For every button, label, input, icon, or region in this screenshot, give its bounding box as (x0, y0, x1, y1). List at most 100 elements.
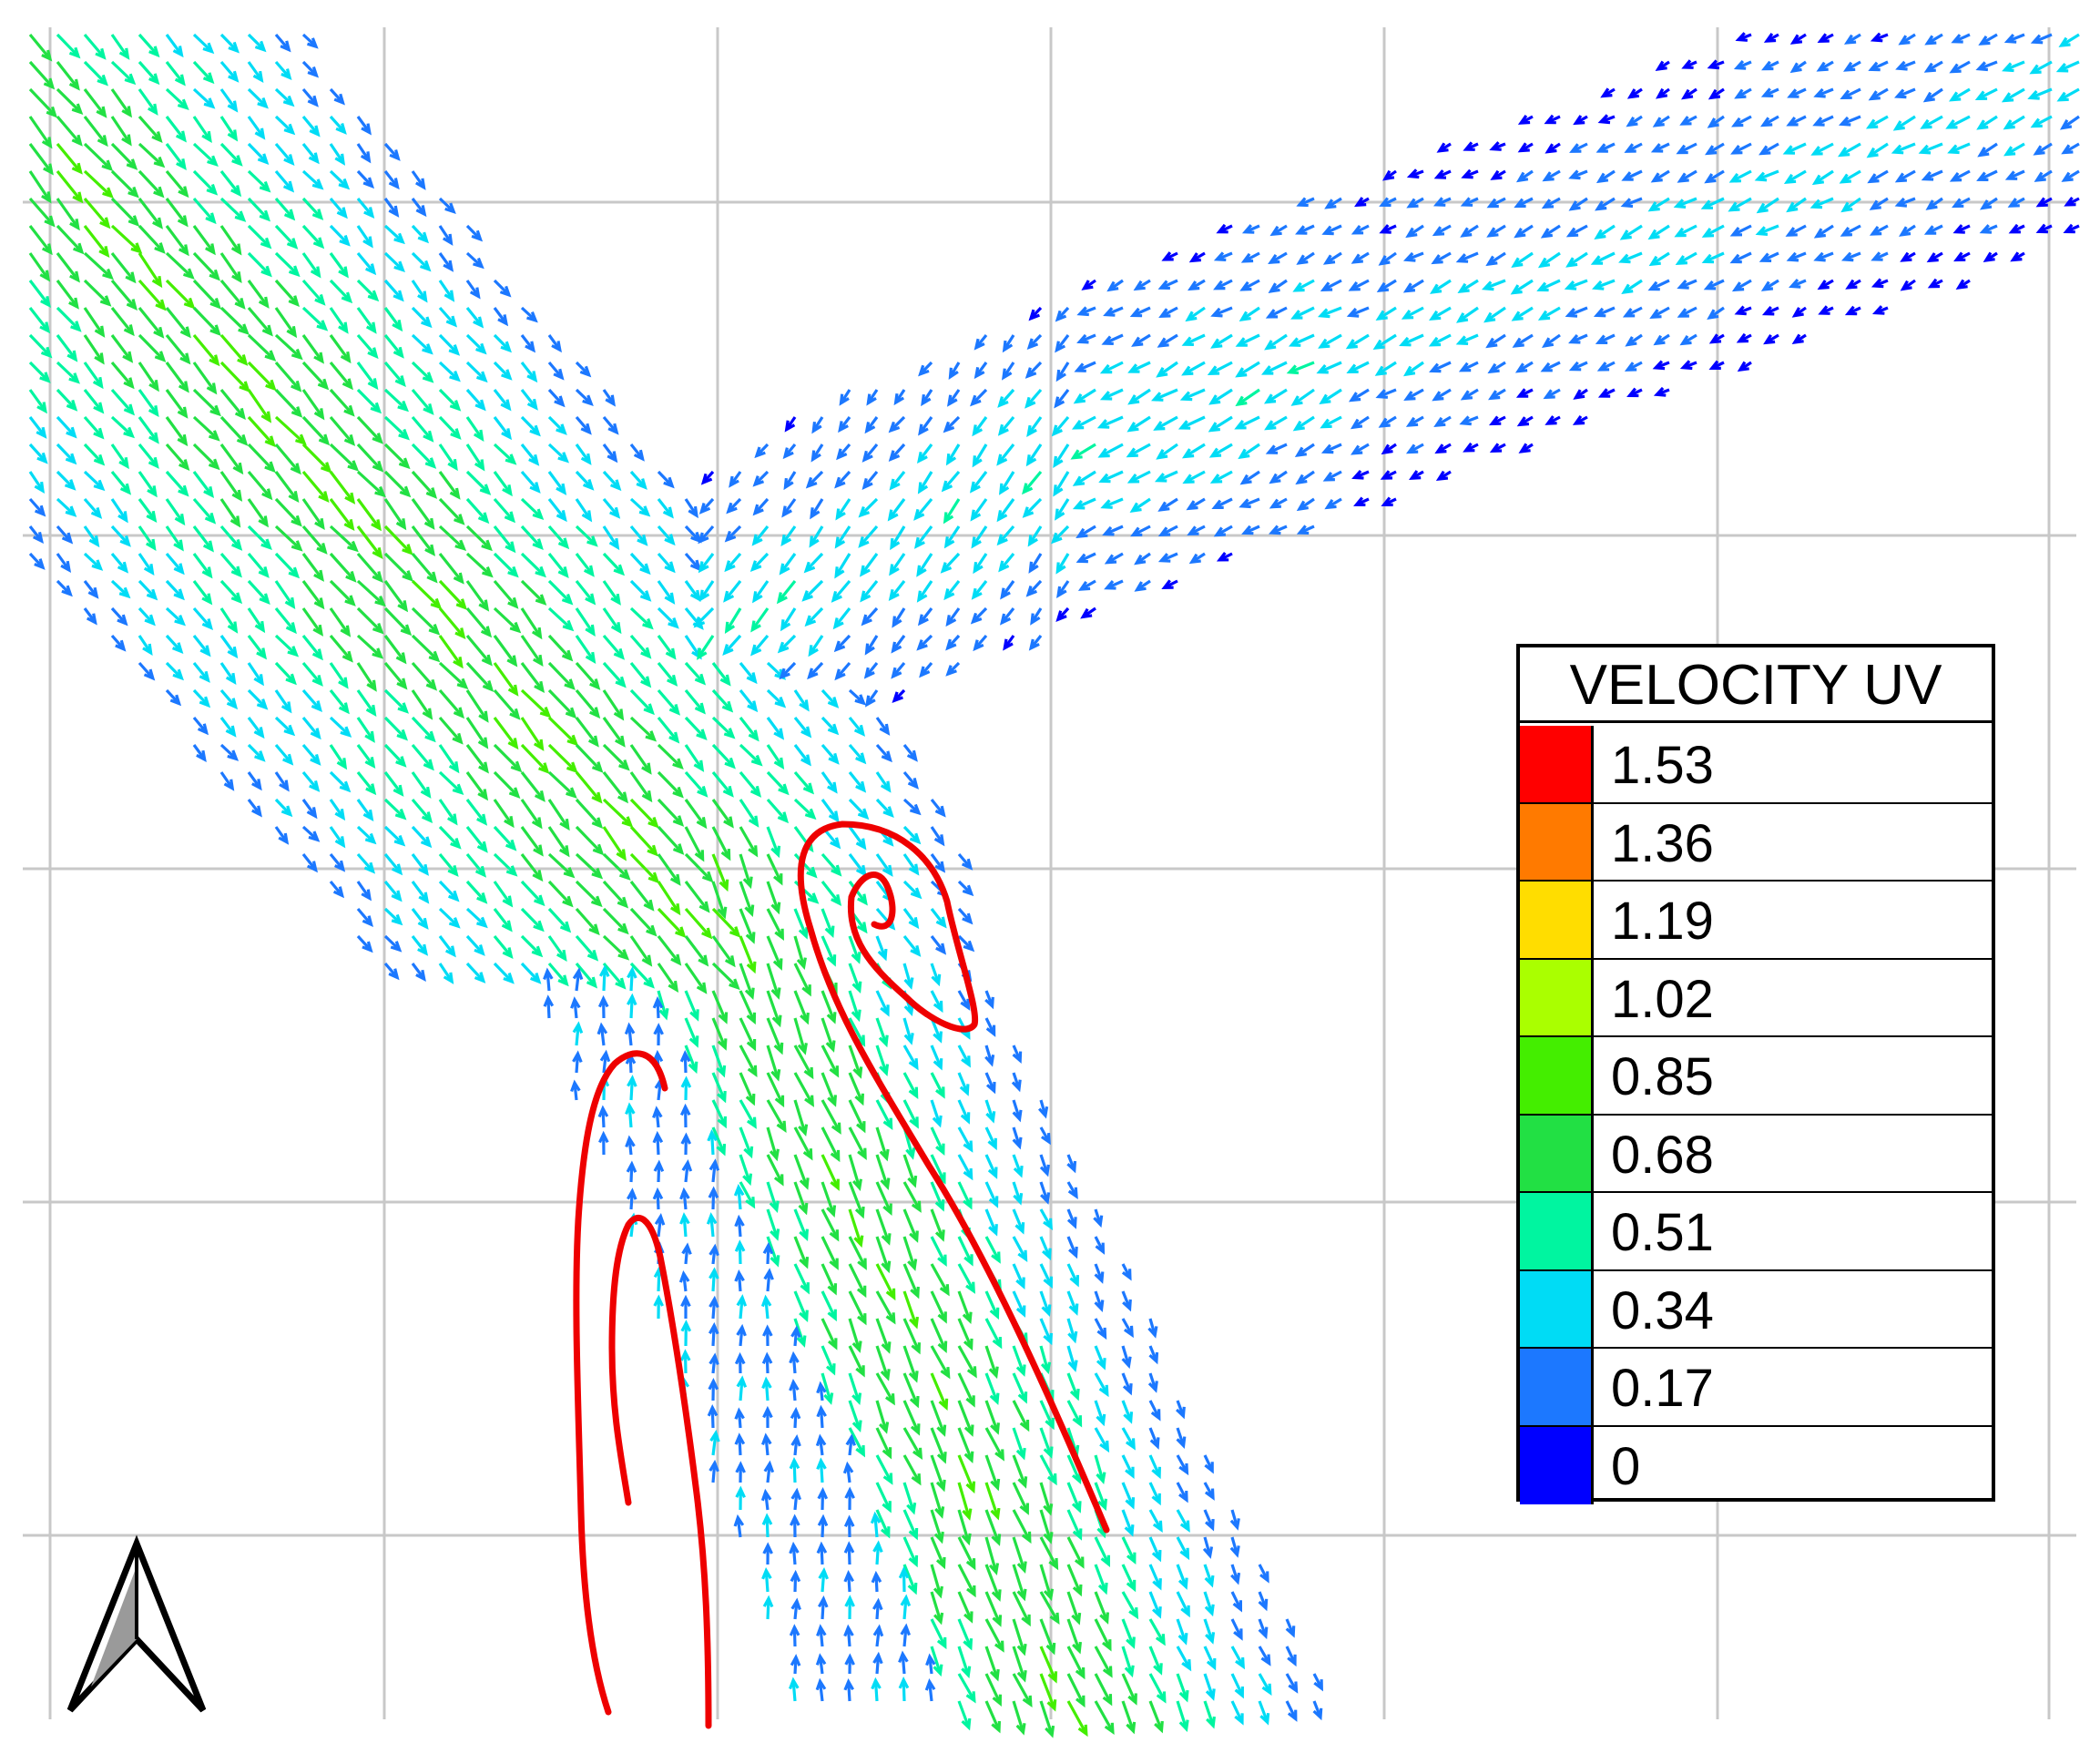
velocity-arrow (973, 634, 988, 652)
velocity-arrow (329, 388, 355, 417)
velocity-arrow (1432, 388, 1452, 402)
velocity-arrow (219, 60, 240, 83)
velocity-arrow (875, 1181, 892, 1216)
velocity-arrow (602, 552, 626, 576)
velocity-arrow (1148, 1591, 1162, 1619)
velocity-arrow (1102, 525, 1124, 536)
velocity-arrow (247, 333, 277, 362)
velocity-arrow (627, 1075, 637, 1101)
velocity-arrow (821, 1290, 837, 1322)
velocity-arrow (875, 1236, 892, 1274)
velocity-arrow (875, 1318, 892, 1354)
velocity-arrow (1402, 279, 1424, 293)
velocity-arrow (356, 744, 376, 769)
velocity-arrow (465, 606, 493, 638)
velocity-arrow (1121, 1564, 1137, 1593)
velocity-arrow (1148, 1564, 1162, 1591)
velocity-arrow (219, 688, 239, 710)
legend-swatch (1520, 803, 1594, 880)
velocity-arrow (547, 552, 569, 578)
velocity-arrow (832, 607, 851, 630)
velocity-arrow (1679, 333, 1697, 346)
velocity-arrow (1066, 1673, 1086, 1708)
velocity-arrow (761, 1566, 772, 1593)
velocity-arrow (1378, 251, 1397, 266)
velocity-arrow (684, 990, 699, 1022)
velocity-arrow (1486, 224, 1506, 238)
velocity-arrow (301, 252, 321, 279)
velocity-arrow (383, 688, 409, 714)
velocity-arrow (247, 662, 264, 687)
velocity-arrow (902, 1454, 922, 1486)
velocity-arrow (930, 1072, 945, 1099)
velocity-arrow (766, 1099, 787, 1133)
velocity-arrow (192, 60, 215, 85)
velocity-arrow (520, 497, 545, 521)
velocity-arrow (138, 471, 158, 498)
velocity-arrow (383, 224, 405, 245)
velocity-arrow (56, 252, 80, 283)
velocity-arrow (1210, 306, 1233, 318)
velocity-arrow (652, 1130, 664, 1156)
velocity-arrow (821, 1372, 834, 1405)
velocity-arrow (1350, 415, 1370, 430)
legend-row: 0.85 (1520, 1037, 1992, 1116)
velocity-arrow (1380, 470, 1397, 480)
velocity-arrow (1489, 443, 1506, 453)
velocity-arrow (1455, 333, 1479, 345)
velocity-arrow (547, 935, 567, 963)
velocity-arrow (1568, 169, 1588, 180)
velocity-arrow (83, 33, 107, 60)
velocity-arrow (165, 579, 185, 601)
velocity-arrow (1681, 87, 1697, 100)
velocity-arrow (969, 471, 988, 494)
velocity-arrow (1130, 525, 1151, 537)
velocity-arrow (793, 990, 810, 1025)
velocity-arrow (801, 579, 824, 602)
velocity-arrow (247, 635, 268, 660)
velocity-arrow (1379, 224, 1397, 234)
velocity-arrow (1126, 470, 1151, 484)
legend-title: VELOCITY UV (1520, 647, 1992, 723)
velocity-arrow (970, 498, 988, 522)
velocity-arrow (875, 935, 888, 962)
velocity-arrow (1230, 1673, 1244, 1699)
velocity-arrow (192, 116, 212, 144)
velocity-arrow (930, 1372, 949, 1412)
velocity-arrow (957, 1345, 977, 1379)
velocity-arrow (165, 169, 189, 199)
velocity-arrow (192, 87, 216, 109)
velocity-arrow (863, 661, 879, 679)
velocity-arrow (2034, 169, 2053, 182)
velocity-arrow (1039, 1646, 1058, 1684)
velocity-arrow (493, 825, 517, 851)
velocity-arrow (192, 388, 221, 417)
velocity-arrow (247, 743, 266, 762)
velocity-arrow (1098, 470, 1124, 484)
velocity-arrow (1705, 142, 1725, 156)
velocity-arrow (219, 579, 243, 605)
velocity-arrow (684, 852, 714, 883)
velocity-arrow (1923, 224, 1943, 235)
velocity-arrow (1176, 1673, 1189, 1703)
velocity-arrow (711, 1045, 727, 1078)
velocity-arrow (1148, 1536, 1162, 1563)
velocity-arrow (356, 116, 372, 136)
velocity-arrow (970, 606, 988, 625)
velocity-arrow (1949, 87, 1971, 102)
velocity-arrow (411, 306, 433, 329)
velocity-arrow (657, 498, 674, 519)
velocity-arrow (602, 443, 618, 464)
velocity-arrow (1840, 87, 1861, 100)
velocity-arrow (1951, 33, 1971, 44)
velocity-arrow (1131, 333, 1151, 347)
velocity-arrow (28, 60, 56, 90)
velocity-arrow (984, 1181, 999, 1208)
velocity-arrow (138, 333, 167, 362)
velocity-arrow (821, 881, 842, 907)
velocity-arrow (1268, 251, 1288, 265)
velocity-arrow (138, 579, 158, 601)
velocity-arrow (739, 853, 753, 890)
velocity-arrow (1235, 333, 1260, 347)
velocity-arrow (247, 361, 277, 392)
